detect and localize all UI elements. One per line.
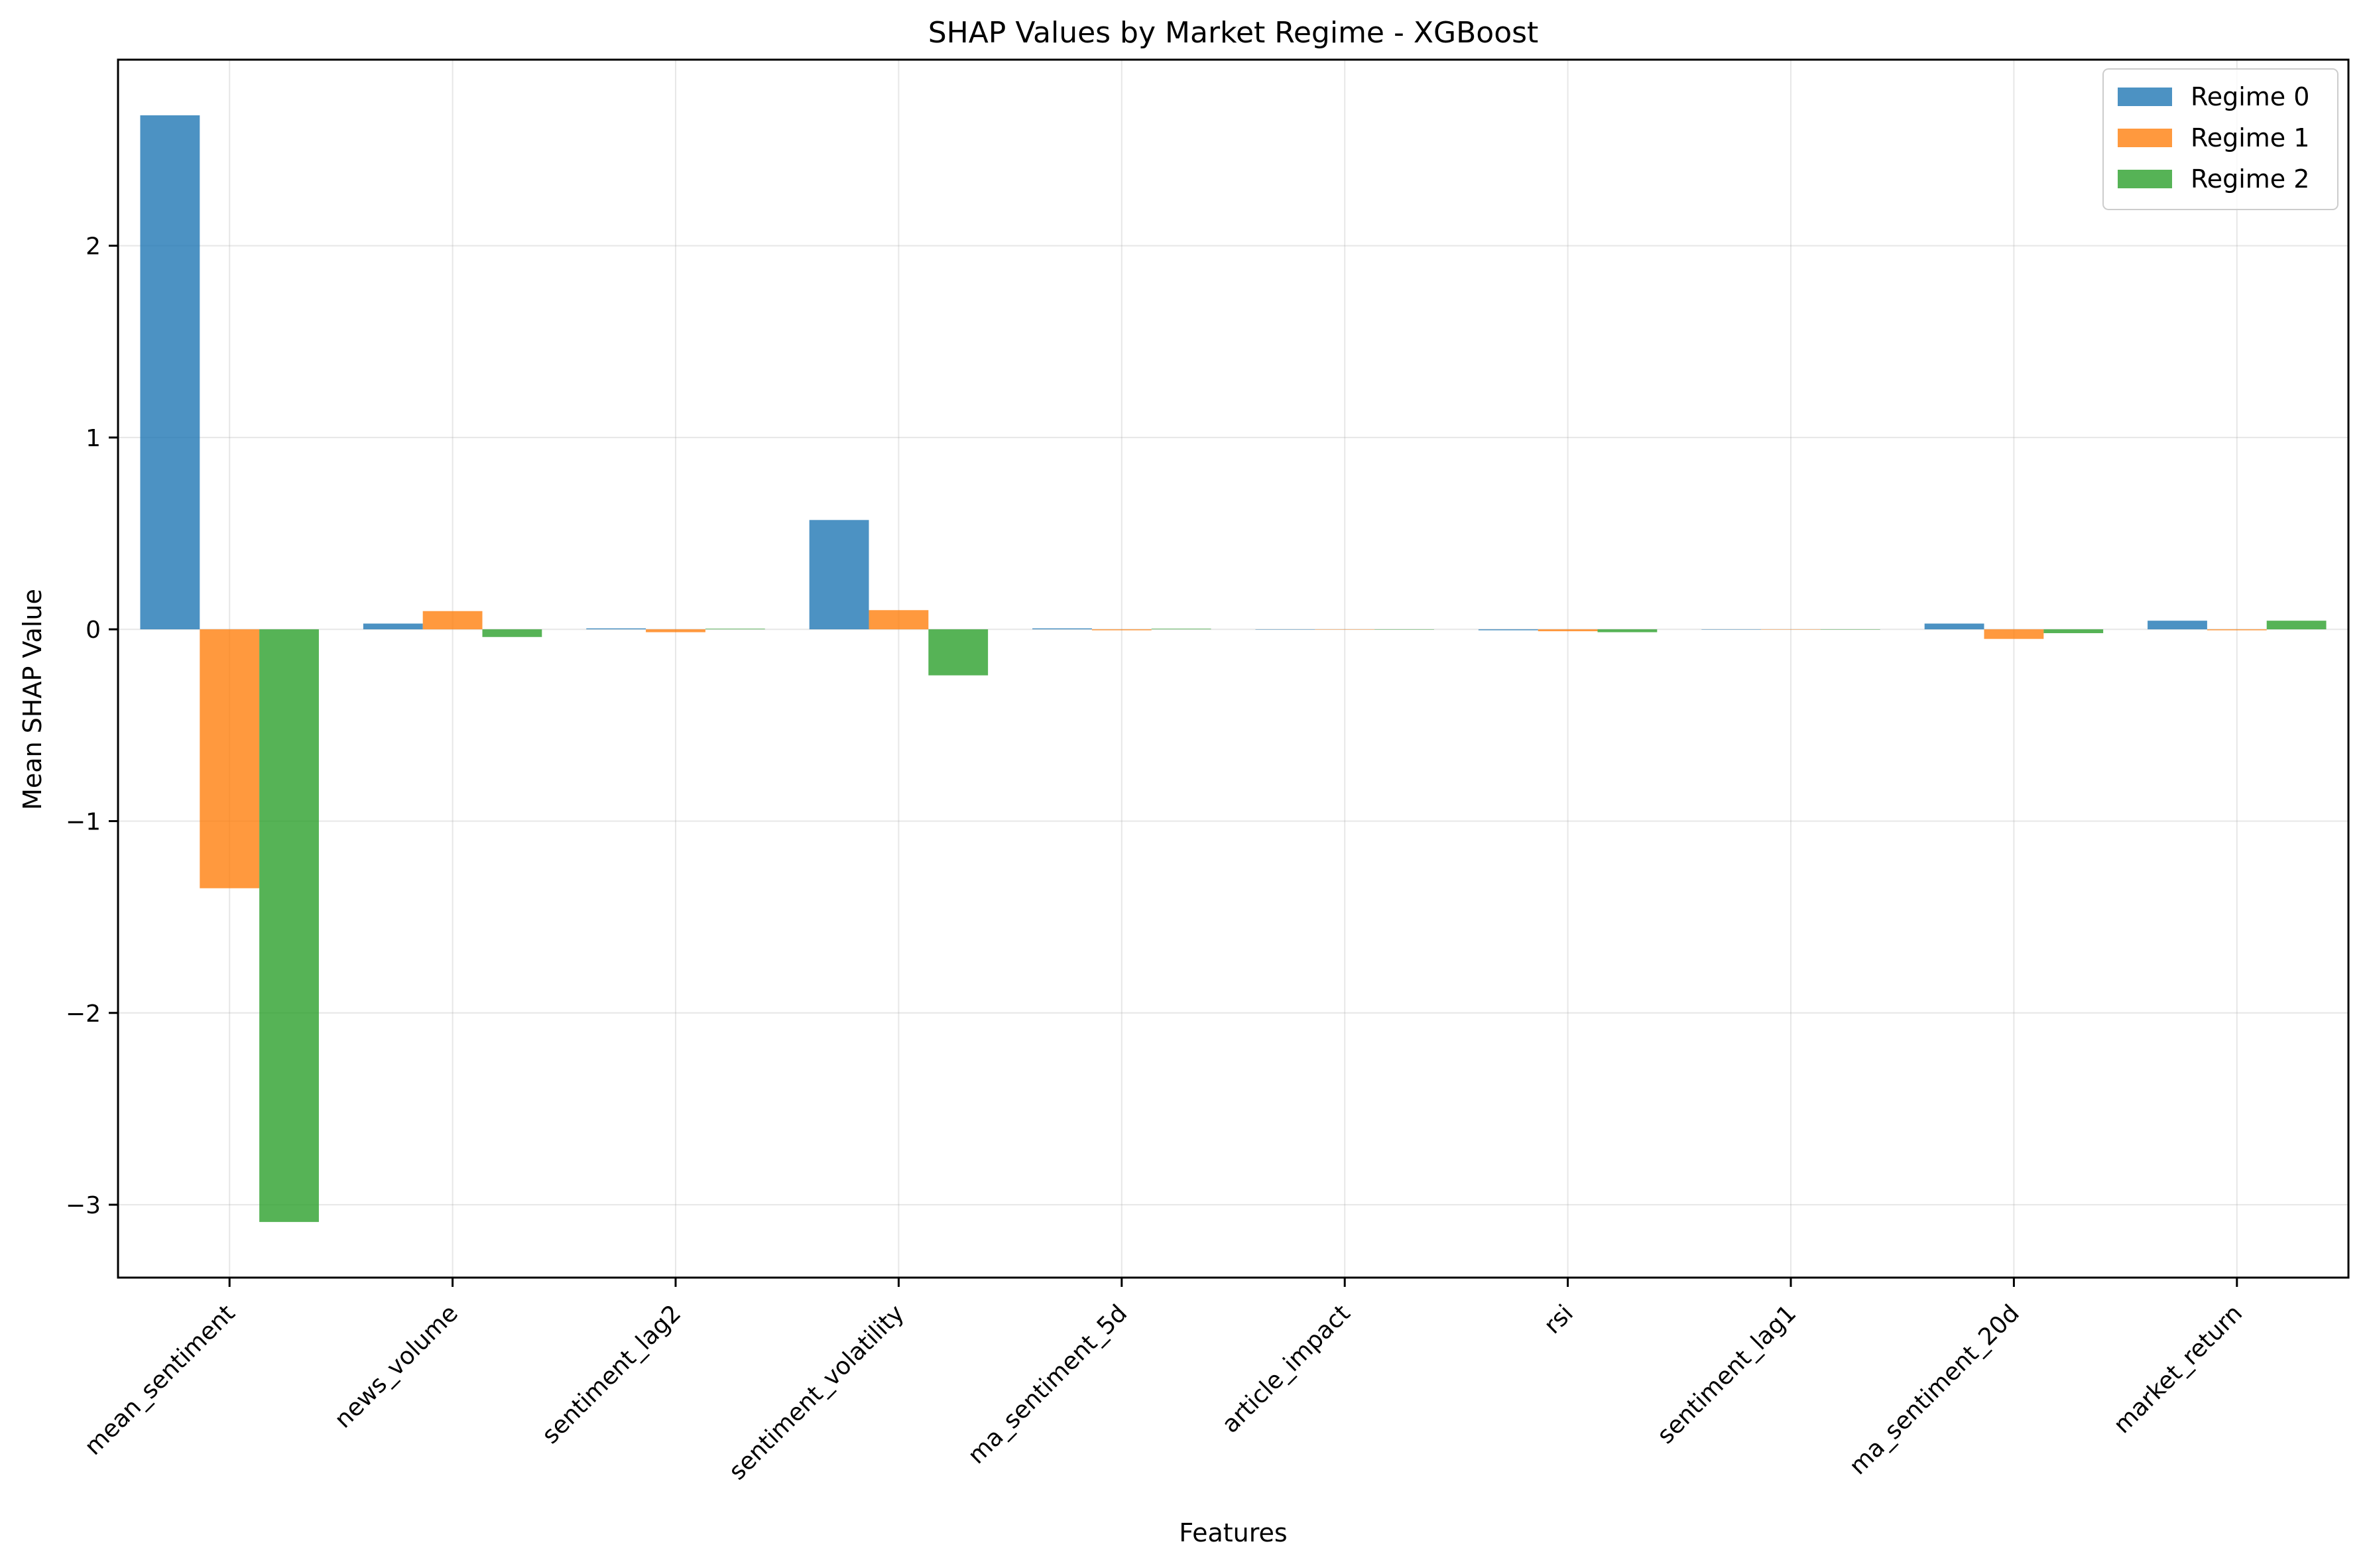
bar-regime-0 xyxy=(1255,629,1315,630)
bar-regime-2 xyxy=(2043,629,2104,633)
bar-regime-1 xyxy=(1984,629,2044,639)
legend-label: Regime 1 xyxy=(2191,123,2309,152)
bar-regime-0 xyxy=(1478,629,1538,631)
bar-regime-0 xyxy=(1701,629,1762,630)
bar-regime-2 xyxy=(1820,629,1880,630)
bar-regime-0 xyxy=(809,520,869,630)
legend-swatch xyxy=(2118,170,2172,188)
chart-title: SHAP Values by Market Regime - XGBoost xyxy=(928,16,1539,50)
bar-regime-1 xyxy=(1761,629,1821,630)
bar-regime-2 xyxy=(928,629,989,676)
legend: Regime 0 Regime 1 Regime 2 xyxy=(2102,68,2338,210)
bar-regime-1 xyxy=(1315,629,1375,630)
y-tick-label: 2 xyxy=(86,233,101,261)
grid-lines xyxy=(118,60,2348,1278)
y-tick-label: 0 xyxy=(86,617,101,644)
bar-regime-1 xyxy=(869,610,929,630)
bar-regime-0 xyxy=(1924,623,1984,630)
bar-regime-1 xyxy=(1091,629,1152,631)
legend-swatch xyxy=(2118,129,2172,147)
bar-regime-2 xyxy=(482,629,542,637)
bar-regime-1 xyxy=(646,629,705,633)
legend-label: Regime 2 xyxy=(2191,164,2309,194)
bar-regime-2 xyxy=(2266,621,2327,630)
bar-regime-1 xyxy=(1538,629,1598,632)
plot-area-frame xyxy=(117,58,2350,1279)
bars xyxy=(140,115,2327,1223)
y-tick-label: −1 xyxy=(66,808,101,835)
bar-regime-2 xyxy=(259,629,319,1223)
bar-regime-0 xyxy=(2148,621,2207,630)
y-tick-label: −3 xyxy=(66,1192,101,1219)
bar-regime-0 xyxy=(140,115,200,630)
bar-regime-0 xyxy=(363,623,423,630)
bar-regime-2 xyxy=(1597,629,1658,633)
y-axis-label: Mean SHAP Value xyxy=(18,589,47,810)
bar-regime-2 xyxy=(1374,629,1434,630)
bar-regime-1 xyxy=(2207,629,2267,631)
legend-label: Regime 0 xyxy=(2191,82,2309,111)
y-tick-label: −2 xyxy=(66,1000,101,1028)
x-axis-label: Features xyxy=(1179,1518,1287,1547)
bar-regime-1 xyxy=(200,629,260,888)
bar-regime-1 xyxy=(422,611,483,630)
legend-swatch xyxy=(2118,88,2172,106)
y-tick-label: 1 xyxy=(86,425,101,452)
